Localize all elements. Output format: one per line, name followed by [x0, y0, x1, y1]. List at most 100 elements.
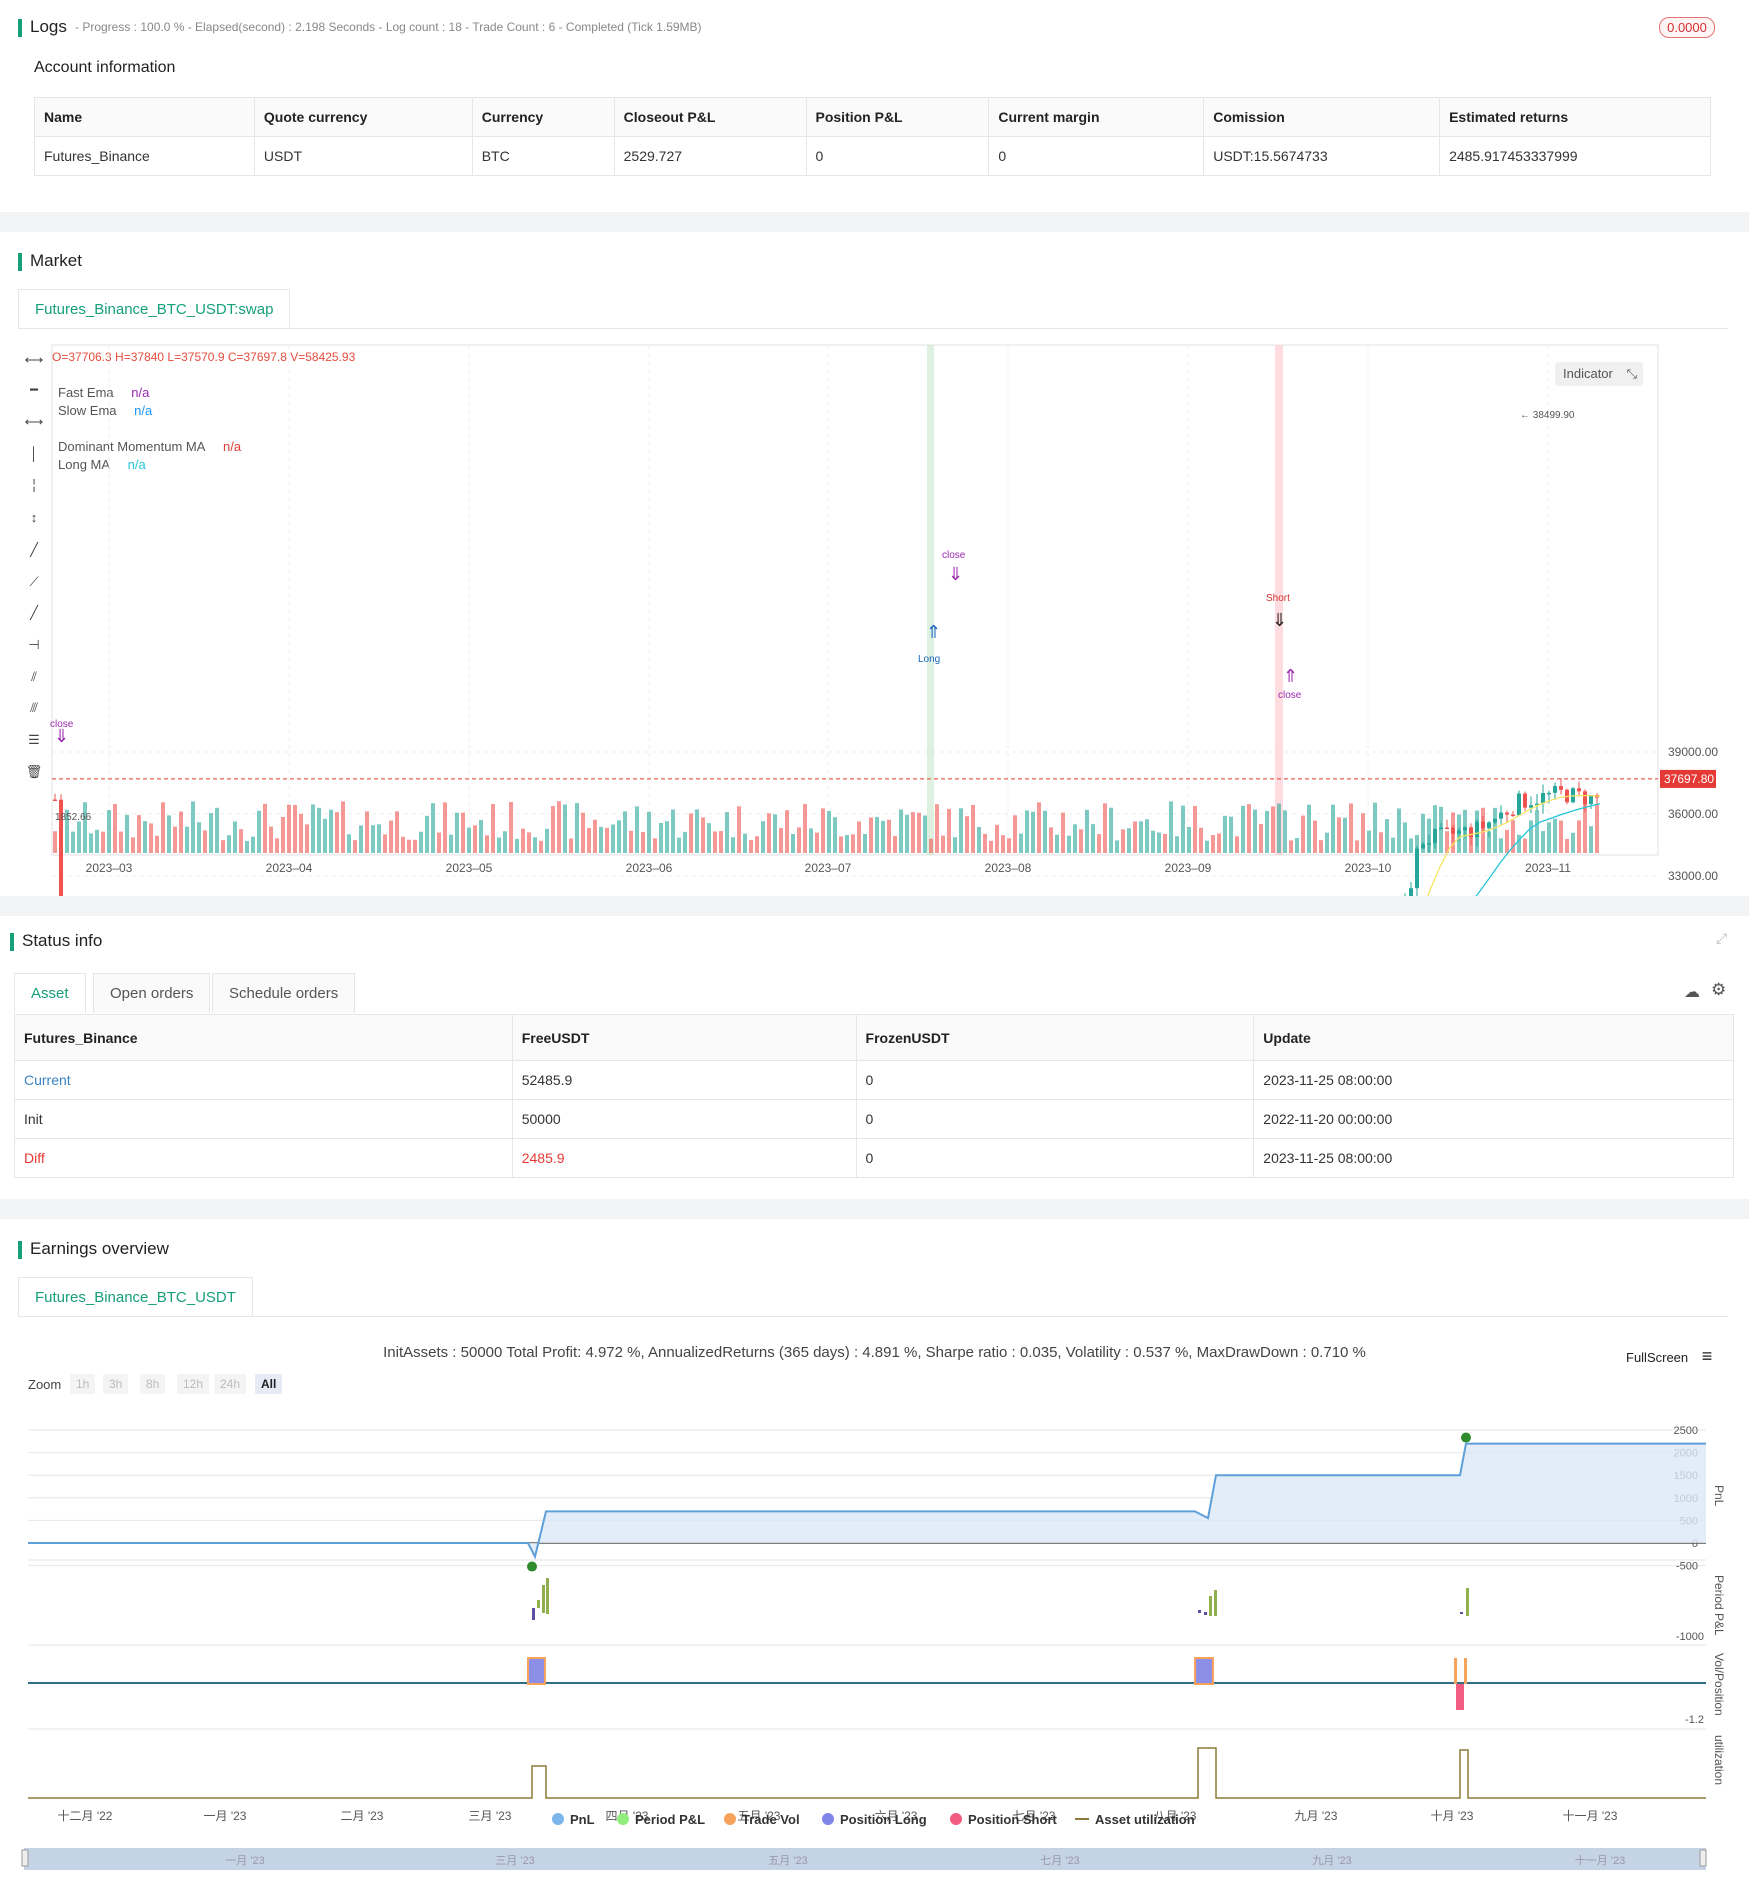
account-cell: USDT [253, 136, 473, 176]
volume-bar [911, 812, 915, 853]
legend-item[interactable]: Period P&L [617, 1812, 705, 1827]
volume-bar [383, 834, 387, 853]
candle-body [1589, 795, 1593, 805]
volume-bar [731, 837, 735, 853]
parallel-channel-icon[interactable]: ⫽ [31, 669, 37, 684]
volume-bar [1409, 838, 1413, 853]
volume-bar [521, 828, 525, 853]
cloud-download-icon[interactable]: ☁ [1684, 984, 1700, 1001]
volume-bar [59, 805, 63, 853]
crosshair-line-icon[interactable]: ⟷ [24, 352, 44, 367]
collapse-icon[interactable]: ⤢ [1716, 930, 1728, 946]
time-tick-label: 2023–10 [1345, 861, 1392, 875]
time-tick-label: 七月 '23 [1013, 1809, 1056, 1823]
vertical-line-icon[interactable]: │ [29, 446, 39, 461]
asset-header-cell: Futures_Binance [14, 1014, 513, 1061]
period-pnl-bar [542, 1585, 545, 1613]
volume-bar [1481, 807, 1485, 853]
navigator-range [24, 1848, 1706, 1870]
volume-bar [647, 811, 651, 853]
asset-table: Futures_Binance FreeUSDT FrozenUSDT Update … [14, 1014, 1734, 1178]
legend-item[interactable]: Trade Vol [724, 1812, 800, 1827]
settings-icon[interactable]: ⚙ [1711, 980, 1727, 999]
legend-marker [1075, 1818, 1089, 1820]
volume-bar [1361, 813, 1365, 853]
candle-body [1523, 793, 1527, 808]
volume-bar [617, 820, 621, 853]
volume-bar [965, 816, 969, 853]
volume-bar [491, 804, 495, 853]
volume-bar [989, 840, 993, 853]
navigator-tick-label: 九月 '23 [1312, 1854, 1351, 1867]
long-arrow-icon: ⇑ [926, 622, 941, 642]
legend-item[interactable]: PnL [552, 1812, 595, 1827]
trend-line-icon[interactable]: ╱ [30, 542, 38, 557]
indicator-button[interactable]: Indicator ⤡ [1555, 362, 1643, 386]
account-header-cell: Quote currency [253, 97, 473, 137]
indicator-legend-row: Slow Ema n/a [58, 403, 152, 418]
extended-line-icon[interactable]: ╱ [30, 605, 38, 620]
time-tick-label: 九月 '23 [1295, 1809, 1338, 1823]
volume-bar [1109, 807, 1113, 853]
zoom-button-3h[interactable]: 3h [103, 1374, 129, 1394]
volume-bar [1247, 804, 1251, 853]
zoom-button-All[interactable]: All [255, 1374, 283, 1394]
volume-bar [71, 831, 75, 853]
volume-bar [167, 815, 171, 853]
volume-bar [1019, 833, 1023, 853]
volume-bar [515, 838, 519, 853]
tab-asset[interactable]: Asset [14, 973, 86, 1013]
candle-body [1583, 791, 1587, 805]
legend-item[interactable]: Asset utilization [1075, 1812, 1195, 1827]
zoom-button-1h[interactable]: 1h [70, 1374, 96, 1394]
delete-drawings-icon[interactable]: 🗑 [25, 764, 43, 779]
period-pnl-bar [537, 1600, 540, 1608]
time-tick-label: 2023–07 [805, 861, 852, 875]
volume-bar [179, 811, 183, 853]
account-header-cell: Current margin [988, 97, 1205, 137]
volume-bar [257, 810, 261, 853]
horizontal-ray-icon[interactable]: ⟷ [24, 414, 44, 429]
account-header-cell: Estimated returns [1439, 97, 1711, 137]
vertical-ray-icon[interactable]: ↕ [30, 510, 38, 525]
volume-bar [509, 801, 513, 853]
volume-bar [329, 809, 333, 853]
time-tick-label: 三月 '23 [469, 1809, 512, 1823]
legend-item[interactable]: Position Long [822, 1812, 927, 1827]
volume-bar [377, 824, 381, 853]
volume-bar [791, 833, 795, 853]
zoom-button-24h[interactable]: 24h [214, 1374, 247, 1394]
tab-market-symbol[interactable]: Futures_Binance_BTC_USDT:swap [18, 289, 291, 329]
zoom-button-12h[interactable]: 12h [177, 1374, 210, 1394]
vertical-segment-icon[interactable]: ╎ [30, 478, 38, 493]
volume-bar [83, 802, 87, 853]
horizontal-line-icon[interactable]: ━ [30, 382, 38, 397]
tab-earnings-symbol[interactable]: Futures_Binance_BTC_USDT [18, 1277, 253, 1317]
volume-bar [971, 804, 975, 853]
ray-line-icon[interactable]: ⟋ [29, 574, 39, 589]
volume-bar [101, 831, 105, 853]
volume-bar [1001, 835, 1005, 853]
volume-bar [1463, 809, 1467, 853]
tab-open-orders[interactable]: Open orders [93, 973, 211, 1013]
fullscreen-button[interactable]: FullScreen ≡ [1626, 1346, 1712, 1367]
volume-bar [323, 818, 327, 853]
tab-schedule-orders[interactable]: Schedule orders [212, 973, 356, 1013]
volume-bar [143, 821, 147, 853]
current-price-label: 37697.80 [1664, 772, 1714, 786]
fibonacci-icon[interactable]: ☰ [28, 732, 40, 747]
zoom-button-8h[interactable]: 8h [140, 1374, 166, 1394]
volume-bar [137, 815, 141, 853]
price-range-icon[interactable]: ⊣ [28, 637, 40, 652]
period-tick-label: -1000 [1676, 1631, 1704, 1643]
volume-bar [1469, 830, 1473, 853]
pitchfork-icon[interactable]: ⫻ [30, 700, 38, 715]
time-tick-label: 八月 '23 [1154, 1809, 1197, 1823]
legend-item[interactable]: Position Short [950, 1812, 1057, 1827]
volume-bar [839, 836, 843, 853]
candlestick-chart[interactable]: 2023–03 2023–04 2023–05 2023–06 2023–07 2023–… [0, 340, 1749, 900]
volume-bar [1331, 804, 1335, 853]
asset-cell: 2023-11-25 08:00:00 [1253, 1138, 1734, 1178]
volume-bar [653, 838, 657, 853]
